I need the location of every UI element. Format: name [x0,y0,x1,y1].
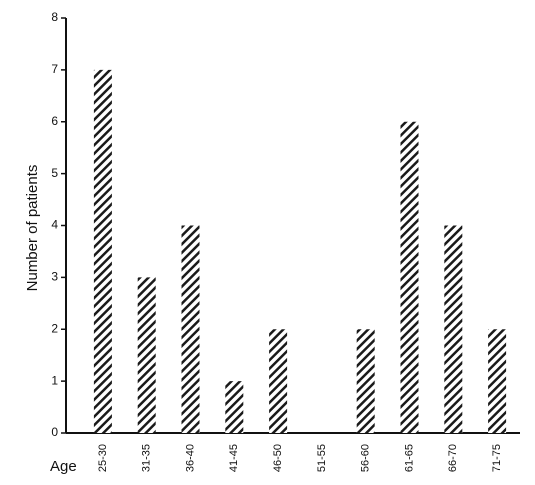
bar [488,329,507,433]
x-tick-label: 61-65 [403,444,415,472]
y-tick-label: 0 [51,425,58,439]
y-tick-label: 3 [51,270,58,284]
y-tick-label: 6 [51,114,58,128]
bar [93,69,112,433]
bar [269,329,288,433]
bar [137,277,156,433]
y-axis-title: Number of patients [24,165,41,292]
bar [400,121,419,433]
bar [181,225,200,433]
x-tick-label: 46-50 [272,444,284,472]
x-tick-label: 36-40 [184,444,196,472]
x-tick-label: 51-55 [316,444,328,472]
x-tick-label: 66-70 [447,444,459,472]
y-tick-label: 8 [51,10,58,24]
x-tick-label: 56-60 [360,444,372,472]
x-tick-label: 71-75 [491,444,503,472]
bar [444,225,463,433]
y-tick-label: 5 [51,166,58,180]
bar [356,329,375,433]
x-tick-label: 31-35 [141,444,153,472]
y-tick-label: 2 [51,321,58,335]
x-tick-label: 41-45 [228,444,240,472]
x-axis-title: Age [50,458,77,475]
x-tick-label: 25-30 [97,444,109,472]
y-tick-label: 1 [51,373,58,387]
y-tick-label: 4 [51,218,58,232]
y-tick-label: 7 [51,62,58,76]
bar [225,381,244,433]
